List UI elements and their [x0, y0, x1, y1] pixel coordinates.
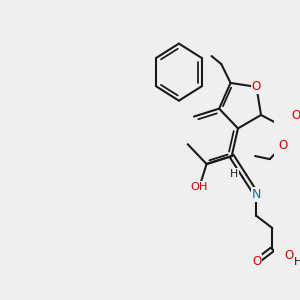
Text: O: O: [252, 80, 261, 93]
Text: O: O: [253, 254, 262, 268]
Text: O: O: [278, 139, 288, 152]
Text: H: H: [293, 257, 300, 267]
Text: N: N: [251, 188, 261, 201]
Text: O: O: [284, 249, 293, 262]
Text: H: H: [230, 169, 238, 179]
Text: OH: OH: [191, 182, 208, 191]
Text: O: O: [292, 109, 300, 122]
